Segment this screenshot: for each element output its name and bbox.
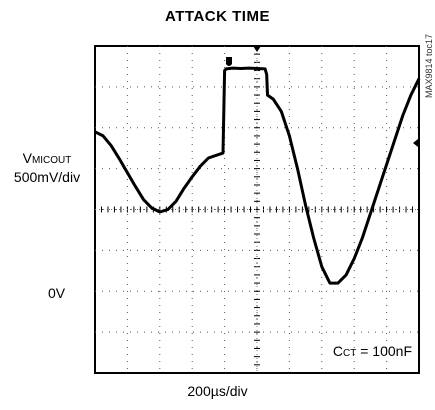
trigger-level-marker: [413, 139, 418, 147]
series-line: [94, 66, 421, 285]
trigger-markers: [226, 46, 418, 147]
cct-annotation: CCT = 100nF: [333, 343, 412, 359]
chart-title: ATTACK TIME: [165, 8, 270, 25]
zero-level-label: 0V: [48, 285, 66, 301]
x-axis-label: 200µs/div: [187, 383, 248, 399]
trigger-event-marker: [226, 57, 232, 66]
center-axis-ticks: [95, 46, 419, 373]
trigger-position-marker: [253, 46, 261, 52]
y-axis-scale: 500mV/div: [13, 169, 81, 185]
y-axis-label: VMICOUT 500mV/div: [2, 150, 92, 186]
y-axis-symbol: V: [22, 150, 32, 166]
y-axis-subscript: MICOUT: [31, 155, 72, 166]
